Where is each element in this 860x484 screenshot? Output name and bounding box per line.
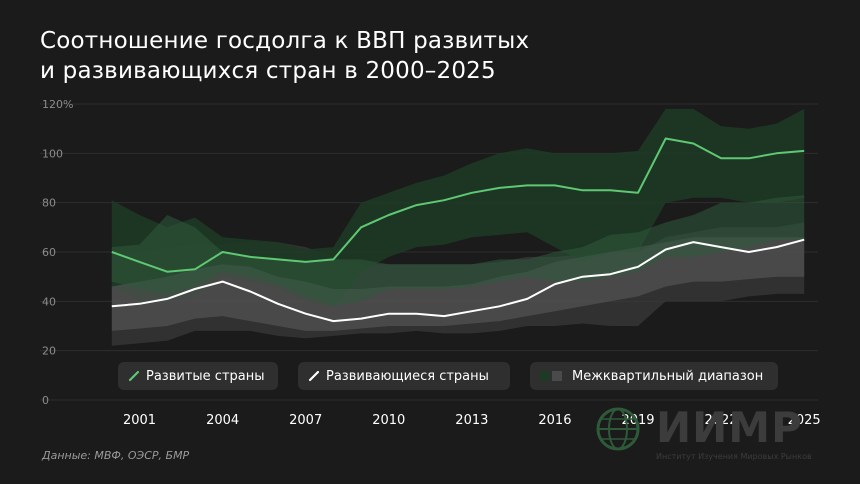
developed-iqr-outer-band	[111, 108, 805, 307]
legend-iqr-label: Межквартильный диапазон	[572, 368, 764, 384]
iqr-bands	[111, 108, 805, 346]
legend-item-iqr[interactable]: Межквартильный диапазон	[530, 362, 778, 390]
y-tick-label: 100	[42, 147, 63, 160]
x-tick-label: 2001	[123, 413, 156, 428]
x-tick-label: 2013	[455, 413, 488, 428]
legend-emerging-swatch-icon	[308, 370, 320, 382]
series-lines	[111, 137, 805, 323]
chart-title: Соотношение госдолга к ВВП развитых и ра…	[40, 26, 600, 86]
developed-iqr-inner-band	[111, 195, 805, 307]
y-tick-label: 0	[42, 394, 49, 407]
emerging-series-line	[111, 238, 805, 323]
y-tick-label: 80	[42, 197, 56, 210]
legend-developed-swatch-icon	[128, 370, 140, 382]
x-tick-label: 2019	[621, 413, 654, 428]
x-tick-label: 2007	[289, 413, 322, 428]
legend-iqr-swatch-icon	[540, 371, 562, 381]
legend-developed-label: Развитые страны	[146, 368, 265, 384]
y-tick-label: 60	[42, 246, 56, 259]
y-tick-label: 20	[42, 345, 56, 358]
data-source-note: Данные: МВФ, ОЭСР, БМР	[42, 449, 190, 462]
legend-item-developed[interactable]: Развитые страны	[118, 362, 278, 390]
x-tick-label: 2022	[705, 413, 738, 428]
y-tick-label: 120%	[42, 98, 73, 111]
y-tick-label: 40	[42, 295, 56, 308]
x-tick-label: 2004	[206, 413, 239, 428]
y-axis-ticks: 0 20 40 60 80 100 120%	[42, 98, 73, 407]
legend-item-emerging[interactable]: Развивающиеся страны	[298, 362, 510, 390]
x-axis-ticks: 2001 2004 2007 2010 2013 2016 2019 2022 2025	[123, 413, 821, 428]
x-tick-label: 2010	[372, 413, 405, 428]
chart-title-line-1: Соотношение госдолга к ВВП развитых	[40, 28, 530, 54]
logo-subtitle: Институт Изучения Мировых Рынков	[656, 452, 812, 461]
globe-logo-icon	[596, 407, 640, 451]
x-tick-label: 2025	[788, 413, 821, 428]
chart-title-line-2: и развивающихся стран в 2000–2025	[40, 58, 496, 84]
x-tick-label: 2016	[538, 413, 571, 428]
legend-emerging-label: Развивающиеся страны	[326, 368, 489, 384]
developed-series-line	[111, 137, 805, 273]
logo-wordmark: ИИМР	[656, 403, 803, 452]
